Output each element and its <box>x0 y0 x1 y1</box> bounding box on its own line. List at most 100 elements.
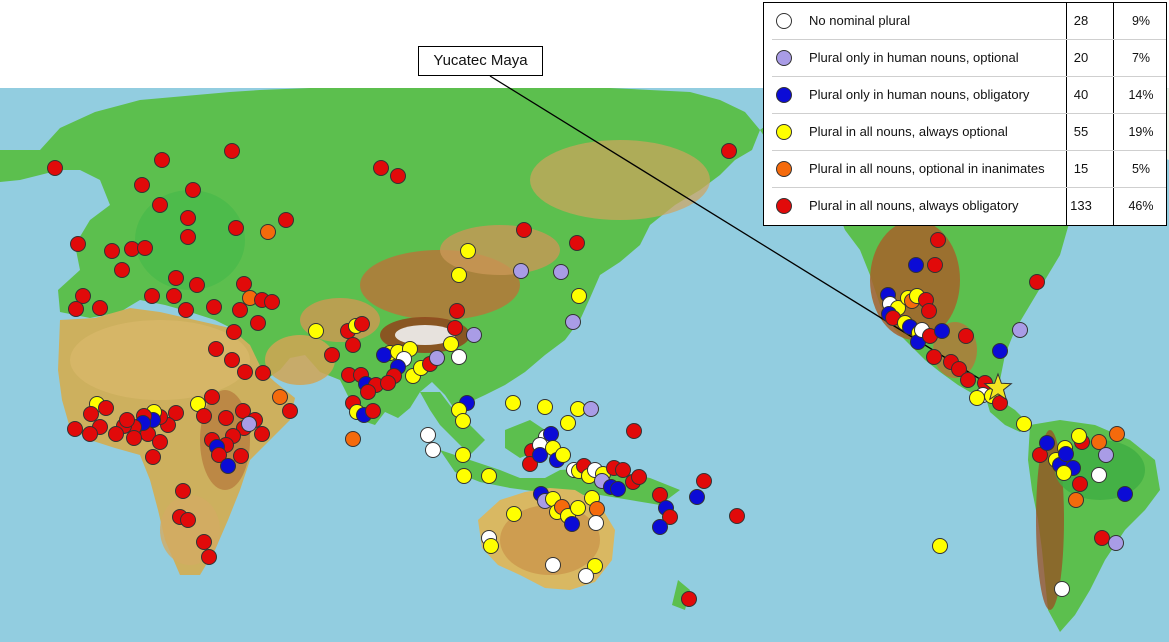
language-point-all-optional <box>481 468 497 484</box>
language-point-all-obligatory <box>235 403 251 419</box>
language-point-all-obligatory <box>390 168 406 184</box>
language-point-all-optional <box>455 413 471 429</box>
language-point-all-obligatory <box>218 410 234 426</box>
language-point-all-obligatory <box>114 262 130 278</box>
language-point-all-obligatory <box>152 434 168 450</box>
language-point-all-obligatory <box>951 361 967 377</box>
legend-row-divider <box>772 187 1166 188</box>
legend-count: 133 <box>1070 198 1092 213</box>
language-point-all-obligatory <box>204 389 220 405</box>
legend-percent: 7% <box>1131 51 1151 65</box>
language-point-all-obligatory <box>108 426 124 442</box>
legend-percent: 14% <box>1128 88 1154 102</box>
language-point-all-optional <box>932 538 948 554</box>
language-point-all-obligatory <box>70 236 86 252</box>
language-point-all-optional-inanimate <box>272 389 288 405</box>
legend-label: Plural only in human nouns, obligatory <box>809 87 1030 102</box>
language-point-all-obligatory <box>522 456 538 472</box>
language-point-all-obligatory <box>233 448 249 464</box>
language-point-all-optional-inanimate <box>589 501 605 517</box>
language-point-all-obligatory <box>662 509 678 525</box>
language-point-all-obligatory <box>119 412 135 428</box>
language-point-all-obligatory <box>652 487 668 503</box>
language-point-all-obligatory <box>185 182 201 198</box>
language-point-all-obligatory <box>144 288 160 304</box>
language-point-all-obligatory <box>282 403 298 419</box>
language-point-all-obligatory <box>569 235 585 251</box>
language-point-human-obligatory <box>543 426 559 442</box>
legend-row-none: No nominal plural 28 9% <box>764 3 1166 40</box>
language-point-human-optional <box>565 314 581 330</box>
legend-label: Plural in all nouns, optional in inanima… <box>809 161 1045 176</box>
language-point-all-obligatory <box>232 302 248 318</box>
legend-label: Plural in all nouns, always optional <box>809 124 1008 139</box>
legend-dot-human-obligatory-icon <box>776 87 792 103</box>
language-point-human-obligatory <box>376 347 392 363</box>
language-point-all-optional-inanimate <box>1091 434 1107 450</box>
language-point-human-optional <box>1108 535 1124 551</box>
star-icon <box>983 372 1013 401</box>
language-point-all-optional <box>455 447 471 463</box>
legend-count: 20 <box>1073 50 1089 65</box>
legend-count: 28 <box>1073 13 1089 28</box>
language-point-all-obligatory <box>208 341 224 357</box>
legend-percent: 19% <box>1128 125 1154 139</box>
language-point-all-obligatory <box>92 300 108 316</box>
language-point-human-obligatory <box>992 343 1008 359</box>
language-point-all-optional <box>555 447 571 463</box>
legend-percent: 5% <box>1131 162 1151 176</box>
language-point-all-obligatory <box>1029 274 1045 290</box>
language-points <box>47 143 1133 607</box>
language-point-human-obligatory <box>908 257 924 273</box>
legend-row-divider <box>772 113 1166 114</box>
language-point-human-obligatory <box>689 489 705 505</box>
legend-row-divider <box>772 76 1166 77</box>
language-point-all-obligatory <box>1094 530 1110 546</box>
language-point-none <box>1054 581 1070 597</box>
language-point-all-optional <box>587 558 603 574</box>
language-point-all-obligatory <box>152 197 168 213</box>
language-point-all-obligatory <box>729 508 745 524</box>
language-point-all-optional-inanimate <box>1109 426 1125 442</box>
language-point-all-optional <box>1071 428 1087 444</box>
legend-label: No nominal plural <box>809 13 911 28</box>
language-point-all-obligatory <box>631 469 647 485</box>
language-point-all-obligatory <box>68 301 84 317</box>
language-point-none <box>425 442 441 458</box>
language-point-all-optional-inanimate <box>345 431 361 447</box>
relief-sahara <box>70 320 250 400</box>
landmass-se-asia <box>420 392 485 455</box>
language-point-all-optional <box>969 390 985 406</box>
language-point-all-optional-inanimate <box>260 224 276 240</box>
language-point-all-obligatory <box>180 512 196 528</box>
legend-count: 40 <box>1073 87 1089 102</box>
legend-row-optional-inanimates: Plural in all nouns, optional in inanima… <box>764 151 1166 188</box>
relief-siberia <box>530 140 710 220</box>
language-point-all-optional <box>483 538 499 554</box>
language-point-all-optional <box>571 288 587 304</box>
legend-divider-percent <box>1113 3 1114 225</box>
language-point-all-obligatory <box>180 210 196 226</box>
language-point-all-obligatory <box>224 143 240 159</box>
language-point-all-obligatory <box>137 240 153 256</box>
legend-dot-human-optional-icon <box>776 50 792 66</box>
language-point-all-obligatory <box>626 423 642 439</box>
legend-count: 55 <box>1073 124 1089 139</box>
language-point-all-obligatory <box>224 352 240 368</box>
language-point-all-obligatory <box>345 337 361 353</box>
language-point-all-optional <box>537 399 553 415</box>
language-point-none <box>588 515 604 531</box>
language-point-all-obligatory <box>178 302 194 318</box>
language-point-all-obligatory <box>681 591 697 607</box>
language-point-all-obligatory <box>449 303 465 319</box>
language-point-all-optional <box>570 500 586 516</box>
language-point-all-obligatory <box>237 364 253 380</box>
language-point-all-obligatory <box>930 232 946 248</box>
language-point-all-obligatory <box>211 447 227 463</box>
language-point-human-optional <box>1098 447 1114 463</box>
language-point-all-optional <box>456 468 472 484</box>
language-point-all-obligatory <box>201 549 217 565</box>
language-point-all-obligatory <box>278 212 294 228</box>
language-point-all-obligatory <box>373 160 389 176</box>
language-point-all-obligatory <box>960 372 976 388</box>
